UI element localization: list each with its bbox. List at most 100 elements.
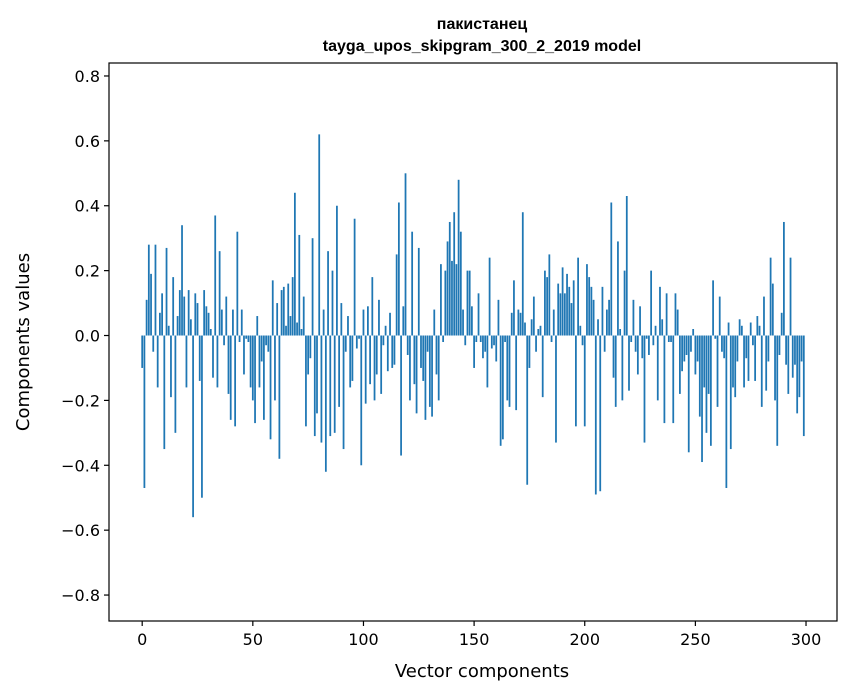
bar-component-138 — [446, 241, 449, 336]
bar-component-256 — [707, 335, 710, 394]
bar-component-1 — [143, 335, 146, 488]
bar-component-84 — [327, 251, 329, 336]
bar-component-178 — [535, 335, 537, 352]
bar-component-63 — [280, 290, 283, 336]
bar-component-275 — [749, 322, 752, 336]
bar-component-179 — [537, 329, 540, 336]
bar-component-220 — [628, 335, 630, 391]
bar-component-267 — [732, 335, 734, 388]
bar-component-112 — [389, 312, 391, 336]
bar-component-127 — [422, 335, 425, 381]
bar-component-111 — [386, 335, 389, 372]
bar-component-259 — [714, 335, 717, 339]
bar-component-29 — [205, 306, 208, 336]
bar-component-122 — [411, 231, 414, 336]
bar-component-9 — [161, 293, 163, 336]
bar-component-280 — [760, 335, 763, 407]
bar-component-182 — [544, 270, 546, 336]
bar-component-130 — [428, 335, 431, 407]
bar-component-23 — [192, 335, 194, 518]
bar-component-263 — [723, 335, 726, 359]
bar-component-251 — [696, 335, 699, 362]
bar-component-31 — [209, 329, 212, 336]
bar-component-21 — [187, 290, 190, 336]
bar-component-43 — [236, 231, 239, 336]
bar-component-202 — [588, 277, 591, 336]
bar-component-174 — [526, 335, 529, 485]
bar-component-61 — [276, 303, 279, 336]
bar-component-0 — [141, 335, 144, 368]
bar-component-131 — [431, 335, 433, 417]
bar-component-91 — [342, 335, 345, 450]
bar-component-185 — [550, 335, 553, 342]
x-axis-ticks: 0 50 100 150 200 250 300 — [137, 621, 821, 649]
bar-component-283 — [767, 335, 770, 362]
y-tick-label: 0.0 — [75, 327, 100, 346]
bar-component-285 — [771, 283, 774, 336]
y-axis-ticks: −0.8 −0.6 −0.4 −0.2 0.0 0.2 0.4 0.6 0.8 — [61, 67, 109, 605]
bar-component-120 — [406, 335, 409, 355]
bar-component-53 — [258, 335, 261, 388]
bar-component-109 — [382, 335, 385, 346]
bar-component-133 — [435, 335, 438, 375]
bar-component-273 — [745, 335, 748, 359]
bar-component-150 — [473, 335, 475, 368]
bar-component-45 — [240, 309, 243, 336]
bar-component-169 — [515, 335, 518, 411]
y-tick-label: 0.8 — [75, 67, 100, 86]
bar-component-108 — [380, 335, 383, 394]
bar-component-239 — [670, 335, 672, 342]
bar-component-217 — [621, 335, 624, 401]
bar-component-157 — [488, 257, 491, 336]
bar-component-204 — [592, 299, 595, 336]
bar-component-141 — [453, 212, 456, 336]
bar-component-154 — [482, 335, 484, 359]
bar-component-266 — [729, 335, 732, 450]
bar-component-242 — [676, 309, 679, 336]
bar-component-14 — [172, 277, 175, 336]
bar-component-287 — [776, 335, 779, 446]
bar-component-200 — [583, 335, 586, 427]
bar-component-136 — [442, 335, 445, 342]
bar-component-193 — [568, 286, 571, 336]
bar-component-164 — [504, 335, 506, 342]
bar-component-3 — [147, 244, 150, 336]
bar-component-222 — [632, 299, 635, 336]
bar-component-50 — [251, 335, 254, 401]
bar-component-66 — [287, 283, 290, 336]
bar-component-139 — [448, 221, 451, 336]
bar-component-115 — [395, 254, 398, 336]
bar-component-230 — [650, 270, 653, 336]
bar-component-262 — [721, 335, 723, 352]
bar-component-22 — [189, 319, 192, 336]
bar-component-162 — [499, 335, 502, 446]
bar-component-190 — [561, 267, 564, 336]
bar-component-215 — [617, 241, 619, 336]
bar-component-71 — [298, 234, 301, 336]
bar-component-265 — [727, 322, 730, 336]
bar-component-294 — [791, 335, 794, 378]
bar-component-223 — [634, 335, 637, 352]
bar-component-33 — [214, 215, 217, 336]
bar-component-155 — [484, 335, 487, 352]
bar-component-149 — [471, 306, 473, 336]
bar-component-116 — [397, 202, 400, 336]
bar-component-236 — [663, 335, 666, 424]
bar-component-95 — [351, 335, 354, 381]
bar-component-250 — [694, 335, 697, 375]
bar-component-276 — [752, 335, 754, 346]
bar-component-48 — [247, 335, 250, 342]
bar-component-104 — [371, 277, 374, 336]
bar-component-11 — [165, 247, 168, 336]
bar-component-243 — [679, 335, 681, 394]
bar-component-32 — [212, 335, 214, 378]
bar-component-156 — [486, 335, 489, 388]
x-tick-label: 0 — [137, 630, 147, 649]
bar-component-201 — [586, 264, 588, 336]
bar-component-203 — [590, 286, 593, 336]
bar-component-253 — [701, 335, 703, 463]
bar-component-28 — [203, 290, 206, 336]
bar-component-37 — [223, 335, 225, 346]
bar-component-49 — [249, 335, 252, 388]
bar-component-4 — [150, 273, 152, 336]
